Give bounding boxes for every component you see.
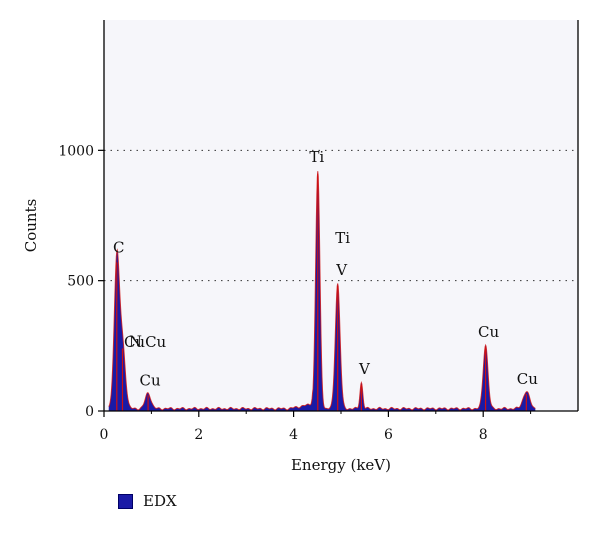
legend-swatch (118, 493, 133, 509)
spectrum-edge (108, 171, 536, 411)
peak-label: V (335, 261, 348, 279)
peak-label: Ti (335, 229, 350, 247)
x-tick-label: 6 (384, 427, 393, 443)
legend-label-edx: EDX (143, 492, 177, 510)
x-tick-label: 4 (289, 427, 298, 443)
x-tick-label: 2 (194, 427, 203, 443)
grid (104, 149, 578, 282)
y-tick-label: 500 (67, 274, 94, 290)
peak-label: C (113, 238, 124, 256)
x-tick-label: 0 (100, 427, 109, 443)
x-axis-title: Energy (keV) (291, 456, 391, 474)
legend: EDX (118, 492, 177, 510)
plot-area (104, 20, 578, 411)
y-axis-title: Counts (22, 199, 40, 253)
x-tick-label: 8 (479, 427, 488, 443)
peak-label: N (129, 332, 142, 350)
peak-label: V (358, 360, 371, 378)
peak-label: Cu (478, 323, 499, 341)
peak-label: Cu (140, 371, 161, 389)
peak-label: Ti (309, 148, 324, 166)
spectrum (108, 171, 536, 411)
peak-label: Cu (517, 370, 538, 388)
y-tick-label: 0 (85, 404, 94, 420)
axis-ticks: 0 2 4 6 8 0 500 1000 (58, 143, 532, 443)
y-tick-label: 1000 (58, 143, 94, 159)
peak-label: CuCu (124, 333, 167, 351)
